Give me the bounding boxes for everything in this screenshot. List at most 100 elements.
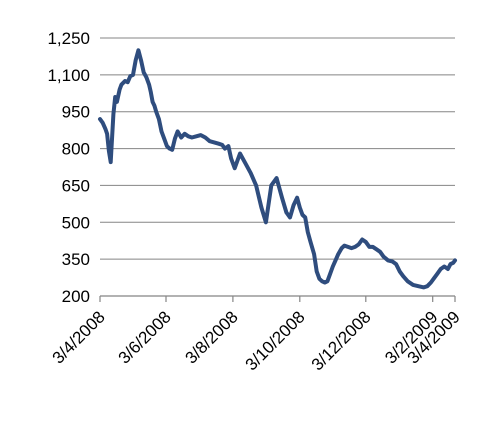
series-point bbox=[367, 245, 371, 249]
series-point bbox=[371, 245, 375, 249]
series-point bbox=[233, 166, 237, 170]
series-point bbox=[425, 284, 429, 288]
series-point bbox=[118, 88, 122, 92]
series-point bbox=[391, 260, 395, 264]
y-tick-label: 350 bbox=[62, 250, 90, 269]
series-point bbox=[451, 261, 455, 265]
series-point bbox=[194, 134, 198, 138]
series-point bbox=[123, 79, 127, 83]
series-point bbox=[165, 144, 169, 148]
series-point bbox=[308, 240, 313, 244]
series-point bbox=[312, 252, 316, 256]
series-line bbox=[98, 48, 457, 290]
series-point bbox=[346, 245, 350, 249]
series-point bbox=[98, 117, 102, 121]
series-point bbox=[111, 112, 115, 116]
x-tick-label: 3/8/2008 bbox=[181, 307, 241, 367]
series-point bbox=[168, 147, 172, 151]
series-point bbox=[386, 258, 390, 262]
series-point bbox=[105, 132, 109, 136]
series-point bbox=[300, 213, 305, 217]
series-point bbox=[298, 205, 302, 210]
series-point bbox=[176, 129, 180, 133]
series-point bbox=[144, 75, 148, 79]
series-point bbox=[136, 48, 140, 52]
series-point bbox=[243, 161, 247, 165]
series-point bbox=[183, 132, 187, 136]
series-point bbox=[223, 147, 227, 151]
series-point bbox=[126, 80, 130, 84]
series-point bbox=[284, 210, 288, 215]
series-point bbox=[254, 183, 258, 187]
series-point bbox=[453, 258, 457, 262]
series-point bbox=[292, 203, 296, 207]
y-tick-label: 500 bbox=[62, 213, 90, 232]
y-axis-tick-labels: 1,250 1,100 950 800 650 500 350 200 bbox=[47, 29, 90, 306]
series-point bbox=[394, 262, 398, 266]
x-axis-tick-labels: 3/4/2008 3/6/2008 3/8/2008 3/10/2008 3/12/20… bbox=[49, 307, 464, 374]
series-point bbox=[432, 277, 436, 281]
series-point bbox=[203, 135, 207, 140]
series-point bbox=[131, 73, 135, 77]
y-tick-label: 1,100 bbox=[47, 66, 90, 85]
series-point bbox=[357, 242, 361, 246]
series-point bbox=[157, 117, 161, 121]
axes bbox=[99, 295, 456, 302]
series-point bbox=[401, 274, 405, 278]
series-point bbox=[249, 171, 253, 175]
y-tick-label: 1,250 bbox=[47, 29, 90, 48]
series-point bbox=[152, 104, 156, 108]
series-point bbox=[448, 262, 453, 266]
series-point bbox=[151, 100, 155, 104]
series-point bbox=[406, 279, 410, 283]
series-point bbox=[349, 246, 354, 250]
series-point bbox=[364, 240, 368, 244]
series-point bbox=[226, 144, 230, 148]
series-point bbox=[217, 142, 221, 146]
series-point bbox=[280, 196, 284, 200]
series-point bbox=[190, 135, 194, 140]
series-point bbox=[374, 247, 379, 251]
series-layer bbox=[98, 48, 457, 290]
series-point bbox=[382, 255, 386, 259]
series-point bbox=[128, 74, 132, 78]
series-point bbox=[315, 269, 319, 273]
y-tick-label: 200 bbox=[62, 287, 90, 306]
series-point bbox=[295, 196, 299, 200]
series-point bbox=[142, 70, 146, 74]
series-point bbox=[103, 127, 107, 131]
series-point bbox=[173, 137, 177, 141]
series-point bbox=[320, 279, 324, 283]
series-point bbox=[264, 220, 268, 224]
series-point bbox=[325, 279, 329, 283]
series-point bbox=[275, 176, 279, 180]
series-point bbox=[323, 280, 327, 285]
series-point bbox=[107, 149, 111, 153]
series-point bbox=[340, 246, 344, 250]
series-point bbox=[119, 83, 123, 87]
series-point bbox=[331, 264, 335, 269]
series-point bbox=[416, 284, 420, 288]
series-point bbox=[446, 267, 450, 271]
y-tick-label: 950 bbox=[62, 103, 90, 122]
series-point bbox=[333, 258, 338, 262]
series-point bbox=[398, 269, 402, 273]
series-point bbox=[336, 252, 340, 256]
series-point bbox=[101, 121, 105, 125]
series-point bbox=[288, 215, 292, 219]
series-point bbox=[306, 230, 310, 234]
series-point bbox=[149, 90, 153, 94]
series-point bbox=[229, 156, 233, 160]
series-point bbox=[411, 283, 415, 287]
series-point bbox=[139, 58, 143, 62]
series-point bbox=[429, 280, 433, 285]
series-point bbox=[342, 244, 346, 248]
x-tick-label: 3/6/2008 bbox=[115, 307, 175, 367]
series-point bbox=[113, 95, 117, 99]
series-point bbox=[179, 135, 183, 140]
series-point bbox=[435, 272, 439, 276]
series-point bbox=[147, 83, 151, 87]
series-point bbox=[378, 250, 382, 254]
y-tick-label: 800 bbox=[62, 140, 90, 159]
